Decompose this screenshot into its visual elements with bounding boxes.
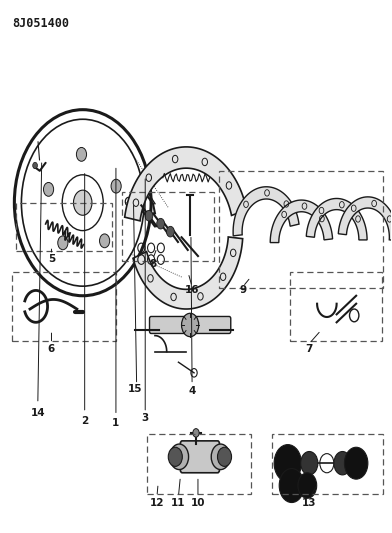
Text: 12: 12 xyxy=(150,498,164,508)
Circle shape xyxy=(73,190,92,215)
Circle shape xyxy=(33,163,37,168)
FancyBboxPatch shape xyxy=(180,441,220,473)
Circle shape xyxy=(274,445,301,482)
Circle shape xyxy=(193,429,199,437)
Text: 11: 11 xyxy=(171,498,186,508)
Text: 5: 5 xyxy=(48,254,55,263)
Text: 6: 6 xyxy=(48,344,55,354)
Bar xyxy=(122,192,214,261)
Circle shape xyxy=(100,234,110,248)
Polygon shape xyxy=(233,187,299,236)
Text: 8J051400: 8J051400 xyxy=(13,17,69,30)
Circle shape xyxy=(345,447,368,479)
Bar xyxy=(220,171,383,288)
Bar xyxy=(16,203,112,251)
Text: 3: 3 xyxy=(142,413,149,423)
Text: 15: 15 xyxy=(128,384,143,394)
Text: 7: 7 xyxy=(306,344,313,354)
Circle shape xyxy=(157,219,165,229)
Circle shape xyxy=(170,444,189,470)
Text: 4: 4 xyxy=(189,386,196,397)
Bar xyxy=(272,434,383,494)
Circle shape xyxy=(279,469,304,503)
Circle shape xyxy=(218,447,232,466)
Circle shape xyxy=(58,236,68,250)
Bar xyxy=(290,272,381,341)
Polygon shape xyxy=(270,200,332,243)
Circle shape xyxy=(334,451,351,475)
Polygon shape xyxy=(338,197,392,241)
Bar xyxy=(147,434,251,494)
Text: 9: 9 xyxy=(239,286,247,295)
Circle shape xyxy=(111,179,121,193)
Bar xyxy=(13,272,116,341)
Circle shape xyxy=(76,148,87,161)
FancyBboxPatch shape xyxy=(149,317,231,334)
Text: 1: 1 xyxy=(112,418,120,429)
Circle shape xyxy=(298,473,317,498)
Polygon shape xyxy=(125,147,247,221)
Circle shape xyxy=(145,211,153,221)
Text: 2: 2 xyxy=(81,416,88,426)
Polygon shape xyxy=(306,198,367,240)
Polygon shape xyxy=(133,237,243,309)
Text: 10: 10 xyxy=(191,498,205,508)
Text: 8: 8 xyxy=(149,259,157,269)
Text: 13: 13 xyxy=(302,498,316,508)
Circle shape xyxy=(211,444,230,470)
Circle shape xyxy=(181,313,199,337)
Circle shape xyxy=(44,182,54,196)
Circle shape xyxy=(301,451,318,475)
Circle shape xyxy=(168,447,182,466)
Text: 16: 16 xyxy=(185,286,200,295)
Text: 14: 14 xyxy=(31,408,45,418)
Circle shape xyxy=(167,227,174,237)
